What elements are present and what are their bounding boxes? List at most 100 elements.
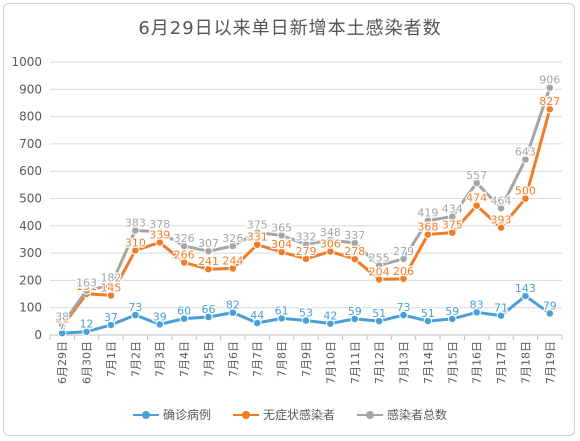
data-point <box>106 320 116 330</box>
data-point <box>423 230 433 239</box>
chart-frame <box>3 3 575 436</box>
chart-title: 6月29日以来单日新增本土感染者数 <box>138 18 442 39</box>
x-tick-label: 7月4日 <box>178 341 191 377</box>
data-point <box>374 275 384 284</box>
x-tick-label: 7月2日 <box>129 341 142 377</box>
data-point <box>252 228 262 237</box>
x-tick-label: 7月13日 <box>398 341 411 384</box>
data-label: 7 <box>59 319 66 332</box>
data-label: 393 <box>491 214 512 227</box>
x-tick-label: 7月9日 <box>300 341 313 377</box>
data-point <box>228 264 238 273</box>
data-label: 365 <box>271 221 292 234</box>
legend-item: 感染者总数 <box>357 406 447 423</box>
legend-label: 无症状感染者 <box>262 408 335 422</box>
data-label: 44 <box>250 309 264 322</box>
data-label: 39 <box>153 310 167 323</box>
data-label: 255 <box>369 251 390 264</box>
data-label: 368 <box>417 221 438 234</box>
data-label: 383 <box>125 216 146 229</box>
y-axis: 0 100 200 300 400 500 600 700 800 900 1000 <box>11 55 42 342</box>
data-point <box>82 286 91 295</box>
data-point <box>131 226 140 235</box>
y-tick-label: 1000 <box>11 55 42 69</box>
data-point <box>179 258 189 267</box>
data-label: 53 <box>299 307 313 320</box>
data-label: 279 <box>296 245 317 258</box>
data-point <box>326 235 335 245</box>
data-label: 182 <box>100 271 121 284</box>
data-label: 326 <box>222 232 243 245</box>
legend-swatch <box>132 410 159 420</box>
data-point <box>179 241 189 251</box>
data-label: 266 <box>174 248 195 261</box>
data-label: 244 <box>222 254 243 267</box>
data-point <box>496 223 506 233</box>
x-axis: 6月29日 6月30日 7月1日 7月2日 7月3日 7月4日 7月5日 7月6日 7月7日 7月… <box>49 334 563 384</box>
data-label: 51 <box>372 307 386 320</box>
series-lines <box>57 83 555 338</box>
data-label: 827 <box>539 95 560 108</box>
x-tick-label: 7月18日 <box>519 341 532 384</box>
data-label: 643 <box>515 145 536 158</box>
data-point <box>155 227 165 237</box>
data-label: 378 <box>149 218 170 231</box>
y-tick-label: 200 <box>19 273 42 287</box>
data-label: 348 <box>320 226 341 239</box>
data-label: 51 <box>421 307 435 320</box>
y-tick-label: 600 <box>19 164 42 178</box>
data-point <box>350 238 360 248</box>
data-label: 143 <box>515 282 536 295</box>
y-tick-label: 700 <box>19 137 42 151</box>
data-label: 375 <box>247 219 268 232</box>
data-point <box>472 178 481 188</box>
data-point <box>155 238 165 247</box>
data-label: 59 <box>445 305 459 318</box>
legend-label: 感染者总数 <box>387 408 448 422</box>
data-label: 500 <box>515 185 536 198</box>
data-point <box>350 254 360 264</box>
data-point <box>447 228 457 237</box>
data-point <box>472 201 481 210</box>
data-point <box>374 316 384 326</box>
data-point <box>423 316 433 326</box>
data-point <box>179 314 189 323</box>
data-label: 279 <box>393 245 414 258</box>
data-label: 310 <box>125 236 146 249</box>
data-label: 145 <box>100 281 121 294</box>
data-label: 73 <box>397 301 411 314</box>
data-label: 326 <box>174 232 195 245</box>
x-tick-label: 7月11日 <box>349 341 362 384</box>
legend-swatch <box>232 410 259 420</box>
data-point <box>545 83 555 92</box>
y-tick-label: 500 <box>19 192 42 206</box>
series-1 <box>57 291 555 338</box>
y-tick-label: 300 <box>19 246 42 260</box>
data-point <box>228 241 238 251</box>
data-point <box>106 291 116 300</box>
data-point <box>204 246 213 256</box>
data-label: 37 <box>104 311 118 324</box>
series-3 <box>57 83 555 329</box>
y-tick-label: 0 <box>34 328 42 342</box>
x-tick-label: 7月5日 <box>202 341 215 377</box>
data-label: 73 <box>128 301 142 314</box>
data-label: 464 <box>491 194 512 207</box>
data-label: 71 <box>494 302 508 315</box>
x-tick-label: 6月29日 <box>56 341 69 384</box>
data-point <box>447 212 457 221</box>
data-label: 38 <box>55 311 69 324</box>
data-point <box>301 316 311 325</box>
data-point <box>82 327 91 337</box>
data-point <box>277 231 286 240</box>
data-point <box>301 254 311 264</box>
series-2 <box>57 104 555 331</box>
data-point <box>277 314 286 323</box>
legend: 确诊病例 无症状感染者 感染者总数 <box>0 406 580 423</box>
data-label: 906 <box>539 74 560 87</box>
data-label: 307 <box>198 237 219 250</box>
data-point <box>277 247 286 257</box>
data-point <box>521 155 530 164</box>
data-point <box>57 320 67 329</box>
